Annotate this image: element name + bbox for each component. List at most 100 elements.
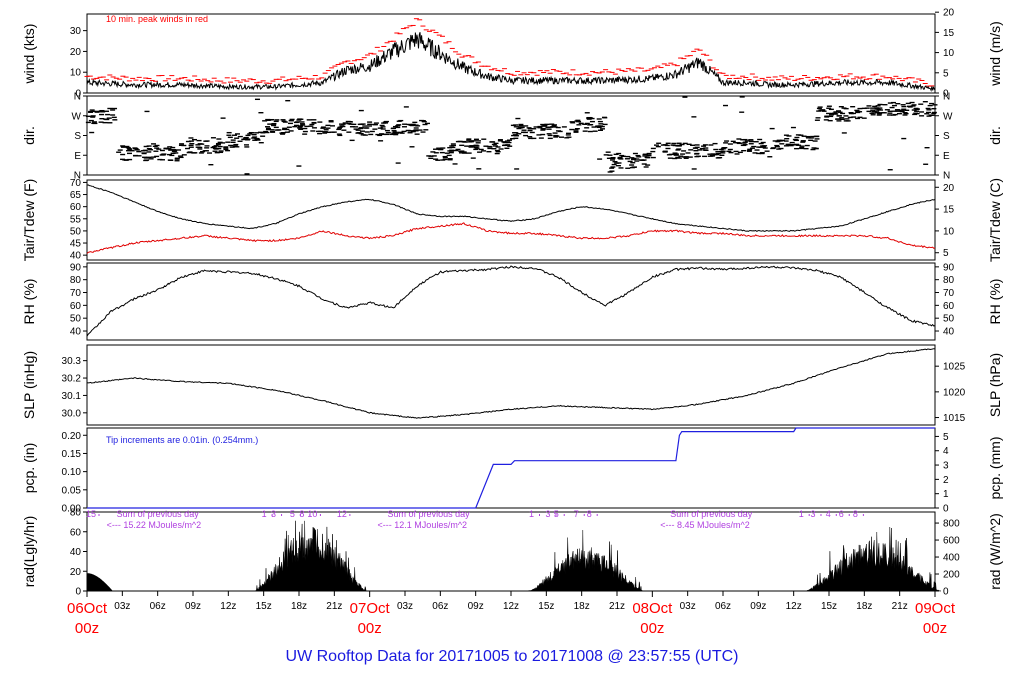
y-axis-label-right: dir. [987,126,1003,145]
y-tick-label-left: 70 [70,178,82,189]
y-axis-label-left: Tair/Tdew (F) [21,179,37,261]
x-tick-label: 18z [856,601,872,612]
y-tick-label-left: E [74,151,81,162]
y-tick-label-left: 0 [75,587,81,598]
y-tick-label-right: N [943,92,950,103]
y-tick-label-right: N [943,171,950,182]
y-axis-label-right: wind (m/s) [987,21,1003,87]
x-tick-label: 15z [256,601,272,612]
y-tick-label-left: 60 [70,202,82,213]
y-tick-label-left: 55 [70,214,82,225]
y-tick-label-left: 0.20 [62,431,82,442]
y-axis-label-right: SLP (hPa) [987,353,1003,417]
hour-marker-label: 10 [307,509,317,519]
y-tick-label-right: 400 [943,553,960,564]
hour-marker-label: 1 [799,509,804,519]
x-tick-label: 03z [114,601,130,612]
y-tick-label-left: 40 [70,327,82,338]
x-day-time-label: 00z [640,620,664,637]
x-day-time-label: 00z [923,620,947,637]
panel-precip: pcp. (in) pcp. (mm) 0.00 0.05 0.10 0.15 0.20 0 1… [21,427,1003,515]
sea-level-pressure-line [86,348,936,419]
hour-marker-label: 3 [271,509,276,519]
y-tick-label-left: 50 [70,226,82,237]
x-tick-label: 12z [220,601,236,612]
y-tick-label-right: E [943,151,950,162]
y-axis-label-right: RH (%) [987,279,1003,325]
y-tick-label-left: 10 [70,68,82,79]
y-tick-label-right: 1025 [943,362,966,373]
y-tick-label-left: 70 [70,288,82,299]
y-tick-label-left: 0 [75,89,81,100]
peak-winds-note: 10 min. peak winds in red [106,14,208,24]
y-tick-label-right: 15 [943,28,955,39]
x-tick-label: 21z [609,601,625,612]
hour-marker-label: 3 [810,509,815,519]
x-tick-label: 06z [432,601,448,612]
y-tick-label-left: S [74,131,81,142]
y-tick-label-left: 30 [70,26,82,37]
panel-radiation: rad(Lgly/hr) rad (W/m^2)02040608002004006… [21,508,1003,598]
x-tick-label: 21z [892,601,908,612]
hour-marker-label: 4 [826,509,831,519]
y-tick-label-left: 60 [70,301,82,312]
hour-marker-label: 8 [853,509,858,519]
hour-marker-label: 7 [574,509,579,519]
x-tick-label: 09z [468,601,484,612]
y-tick-label-left: 80 [70,275,82,286]
y-tick-label-left: 40 [70,251,82,262]
y-tick-label-right: 1015 [943,413,966,424]
dewpoint-line [86,222,936,254]
y-tick-label-right: 20 [943,8,955,19]
y-axis-label-left: dir. [21,126,37,145]
hour-marker-label: 6 [839,509,844,519]
daily-sum-value: <--- 12.1 MJoules/m^2 [378,520,468,530]
cumulative-precip-line [87,427,935,509]
y-tick-label-left: 20 [70,567,82,578]
y-axis-label-right: pcp. (mm) [987,437,1003,500]
x-tick-label: 03z [680,601,696,612]
y-tick-label-right: 10 [943,48,955,59]
panel-rh: RH (%) RH (%) 40 50 60 70 80 90 40 50 60 70 80 90 [21,262,1003,341]
panel-wind: wind (kts) wind (m/s) 0 10 20 30 0 5 10 15 20 10 mi… [21,8,1003,100]
daily-sum-title: Sum of previous day [388,509,471,519]
y-tick-label-right: 70 [943,288,955,299]
y-tick-label-left: 30.0 [62,408,82,419]
hour-marker-label: 5 [554,509,559,519]
y-tick-label-right: 200 [943,570,960,581]
y-tick-label-left: 30.3 [62,356,82,367]
relative-humidity-line [86,265,936,337]
x-tick-label: 03z [397,601,413,612]
y-tick-label-right: 10 [943,226,955,237]
y-axis-label-right: Tair/Tdew (C) [987,178,1003,262]
panel-frame [86,262,936,341]
x-tick-label: 15z [821,601,837,612]
x-tick-label: 12z [503,601,519,612]
y-tick-label-left: 50 [70,314,82,325]
x-tick-label: 06z [715,601,731,612]
radiation-area-day-3 [805,526,941,592]
chart-footer-title: UW Rooftop Data for 20171005 to 20171008… [285,648,739,665]
y-axis-label-left: SLP (inHg) [21,351,37,419]
x-tick-label: 15z [538,601,554,612]
y-tick-label-right: 50 [943,314,955,325]
x-day-date-label: 09Oct [915,600,956,617]
y-tick-label-left: 60 [70,527,82,538]
y-tick-label-left: 0.05 [62,485,82,496]
panel-pressure: SLP (inHg) SLP (hPa) 30.0 30.1 30.2 30.3 1015 1… [21,344,1003,426]
x-axis: 03z 06z 09z 12z 15z 18z 21z 03z 06z 09z 12z 15z 18z 2… [67,591,956,637]
x-tick-label: 18z [574,601,590,612]
y-tick-label-right: 1020 [943,387,966,398]
x-day-date-label: 06Oct [67,600,108,617]
radiation-area-tail [87,573,113,591]
y-tick-label-left: W [72,111,82,122]
hour-marker-label: 15 [86,509,96,519]
y-tick-label-left: 20 [70,47,82,58]
y-tick-label-right: 40 [943,327,955,338]
wind-speed-line [86,32,936,92]
hour-marker-label: 12 [337,509,347,519]
y-tick-label-left: N [74,92,81,103]
y-tick-label-left: 40 [70,547,82,558]
